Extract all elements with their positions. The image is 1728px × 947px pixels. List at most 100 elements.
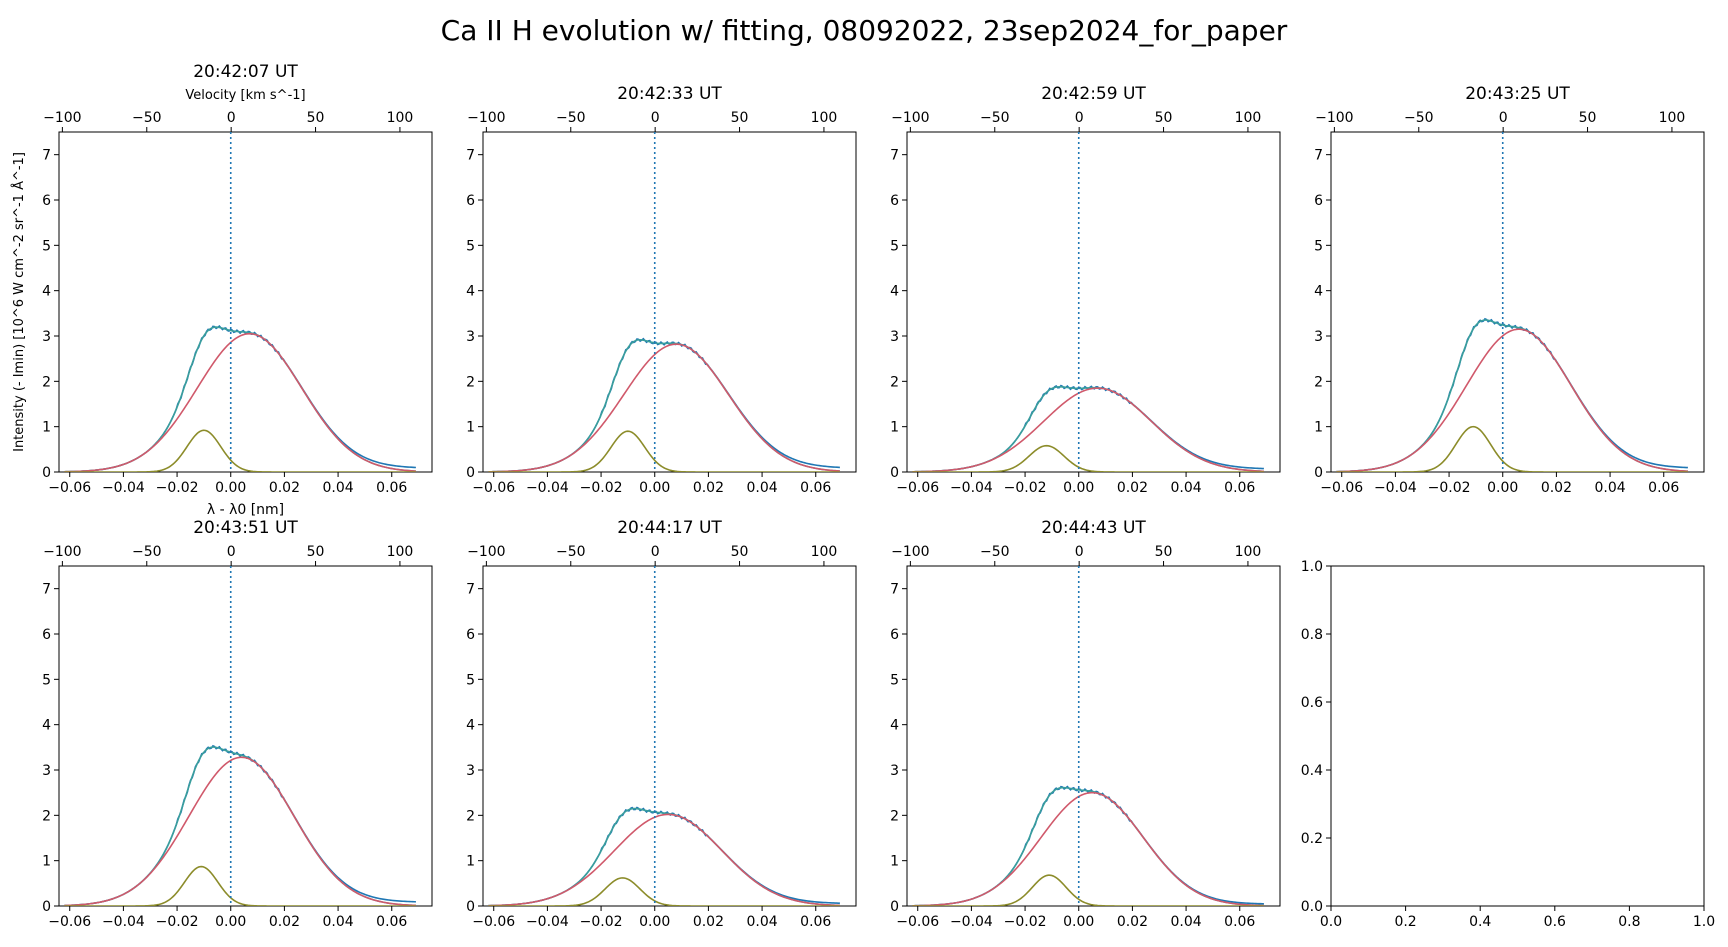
- top-x-tick-label: 50: [1155, 544, 1173, 560]
- axes-frame: [1330, 565, 1705, 907]
- y-tick-label: 7: [466, 148, 475, 164]
- top-x-tick-label: 50: [307, 110, 325, 126]
- y-tick-label: 6: [466, 627, 475, 643]
- x-tick-label: 0.06: [1224, 914, 1255, 930]
- x-tick-label: 0.04: [746, 914, 777, 930]
- top-x-tick-label: 0: [651, 110, 660, 126]
- subplot-title: 20:44:43 UT: [1041, 518, 1146, 538]
- y-tick-label: 1: [466, 420, 475, 436]
- y-tick-label: 1: [42, 420, 51, 436]
- axes-frame: [482, 565, 857, 907]
- y-tick-label: 0.4: [1301, 763, 1323, 779]
- red-component-line: [488, 343, 840, 472]
- x-tick-label: −0.04: [950, 914, 993, 930]
- top-x-tick-label: 100: [811, 544, 838, 560]
- x-axis-label: λ - λ0 [nm]: [207, 502, 284, 518]
- observed-profile-line: [64, 744, 416, 906]
- axes-frame: [906, 565, 1281, 907]
- top-x-tick-label: 0: [1075, 544, 1084, 560]
- y-tick-label: 7: [42, 582, 51, 598]
- y-axis-label: Intensity (- Imin) [10^6 W cm^-2 sr^-1 Å…: [11, 152, 27, 452]
- y-tick-label: 6: [42, 627, 51, 643]
- y-tick-label: 4: [466, 718, 475, 734]
- top-x-tick-label: −100: [891, 110, 929, 126]
- top-x-tick-label: 50: [1155, 110, 1173, 126]
- top-x-tick-label: −100: [43, 110, 81, 126]
- top-x-tick-label: 100: [811, 110, 838, 126]
- x-tick-label: 0.06: [376, 480, 407, 496]
- panels-group: −0.06 −0.04 −0.02 0.00 0.02 0.04 0.0601234567−…: [11, 62, 1715, 930]
- y-tick-label: 5: [466, 672, 475, 688]
- y-tick-label: 3: [890, 763, 899, 779]
- top-x-tick-label: −50: [980, 544, 1010, 560]
- y-tick-label: 6: [1314, 193, 1323, 209]
- y-tick-label: 1: [890, 854, 899, 870]
- x-tick-label: −0.06: [48, 480, 91, 496]
- subplot-title: 20:42:59 UT: [1041, 84, 1146, 104]
- y-tick-label: 6: [42, 193, 51, 209]
- blue-component-line: [64, 429, 416, 472]
- x-tick-label: 0.04: [1170, 914, 1201, 930]
- top-x-tick-label: 0: [227, 544, 236, 560]
- y-tick-label: 0: [890, 899, 899, 915]
- top-x-tick-label: −100: [1315, 110, 1353, 126]
- x-tick-label: 0.02: [693, 914, 724, 930]
- figure-title: Ca II H evolution w/ fitting, 08092022, …: [441, 14, 1288, 47]
- x-tick-label: 0.4: [1469, 914, 1491, 930]
- x-tick-label: 0.02: [1117, 914, 1148, 930]
- top-x-tick-label: −50: [132, 544, 162, 560]
- top-x-tick-label: 100: [1235, 544, 1262, 560]
- top-x-tick-label: 100: [387, 544, 414, 560]
- total-fit-line: [912, 385, 1264, 472]
- x-tick-label: 0.00: [215, 914, 246, 930]
- red-component-line: [912, 387, 1264, 472]
- x-tick-label: 0.00: [1063, 480, 1094, 496]
- total-fit-line: [912, 786, 1264, 906]
- x-tick-label: −0.06: [48, 914, 91, 930]
- y-tick-label: 3: [42, 763, 51, 779]
- x-tick-label: −0.06: [472, 914, 515, 930]
- subplot-8: 0.0 0.2 0.4 0.6 0.8 1.0 0.0 0.2 0.4 0.6 0.8 1.0: [1301, 559, 1715, 930]
- y-tick-label: 7: [42, 148, 51, 164]
- axes-frame: [58, 131, 433, 473]
- x-tick-label: 0.06: [376, 914, 407, 930]
- top-x-tick-label: 50: [307, 544, 325, 560]
- y-tick-label: 3: [466, 763, 475, 779]
- x-tick-label: 0.04: [322, 914, 353, 930]
- y-tick-label: 7: [1314, 148, 1323, 164]
- subplot-5: −0.06 −0.04 −0.02 0.00 0.02 0.04 0.06 0 1 2 3 4 5 6 7 −…: [42, 518, 433, 930]
- top-x-tick-label: 100: [1235, 110, 1262, 126]
- subplot-title: 20:44:17 UT: [617, 518, 722, 538]
- y-tick-label: 3: [42, 329, 51, 345]
- total-fit-line: [488, 338, 840, 472]
- x-tick-label: 0.00: [215, 480, 246, 496]
- subplot-2: −0.06 −0.04 −0.02 0.00 0.02 0.04 0.06 0 1 2 3 4 5 6 7 −…: [466, 84, 857, 496]
- total-fit-line: [64, 746, 416, 906]
- y-tick-label: 1.0: [1301, 559, 1323, 575]
- y-tick-label: 3: [466, 329, 475, 345]
- subplot-title: 20:43:25 UT: [1465, 84, 1570, 104]
- x-tick-label: 0.2: [1394, 914, 1416, 930]
- x-tick-label: −0.04: [526, 914, 569, 930]
- y-tick-label: 2: [890, 808, 899, 824]
- observed-profile-line: [488, 337, 840, 472]
- top-x-tick-label: −50: [556, 544, 586, 560]
- y-tick-label: 1: [466, 854, 475, 870]
- x-tick-label: 0.02: [269, 480, 300, 496]
- x-tick-label: −0.04: [102, 480, 145, 496]
- plot-area: [64, 566, 416, 906]
- top-x-tick-label: −50: [556, 110, 586, 126]
- y-tick-label: 2: [42, 374, 51, 390]
- plot-area: [912, 566, 1264, 906]
- top-x-tick-label: 0: [227, 110, 236, 126]
- y-tick-label: 5: [42, 672, 51, 688]
- y-tick-label: 5: [42, 238, 51, 254]
- y-tick-label: 5: [890, 238, 899, 254]
- y-tick-label: 0: [466, 899, 475, 915]
- x-tick-label: −0.06: [472, 480, 515, 496]
- x-tick-label: 0.02: [1541, 480, 1572, 496]
- y-tick-label: 3: [1314, 329, 1323, 345]
- plot-area: [64, 132, 416, 472]
- y-tick-label: 4: [1314, 284, 1323, 300]
